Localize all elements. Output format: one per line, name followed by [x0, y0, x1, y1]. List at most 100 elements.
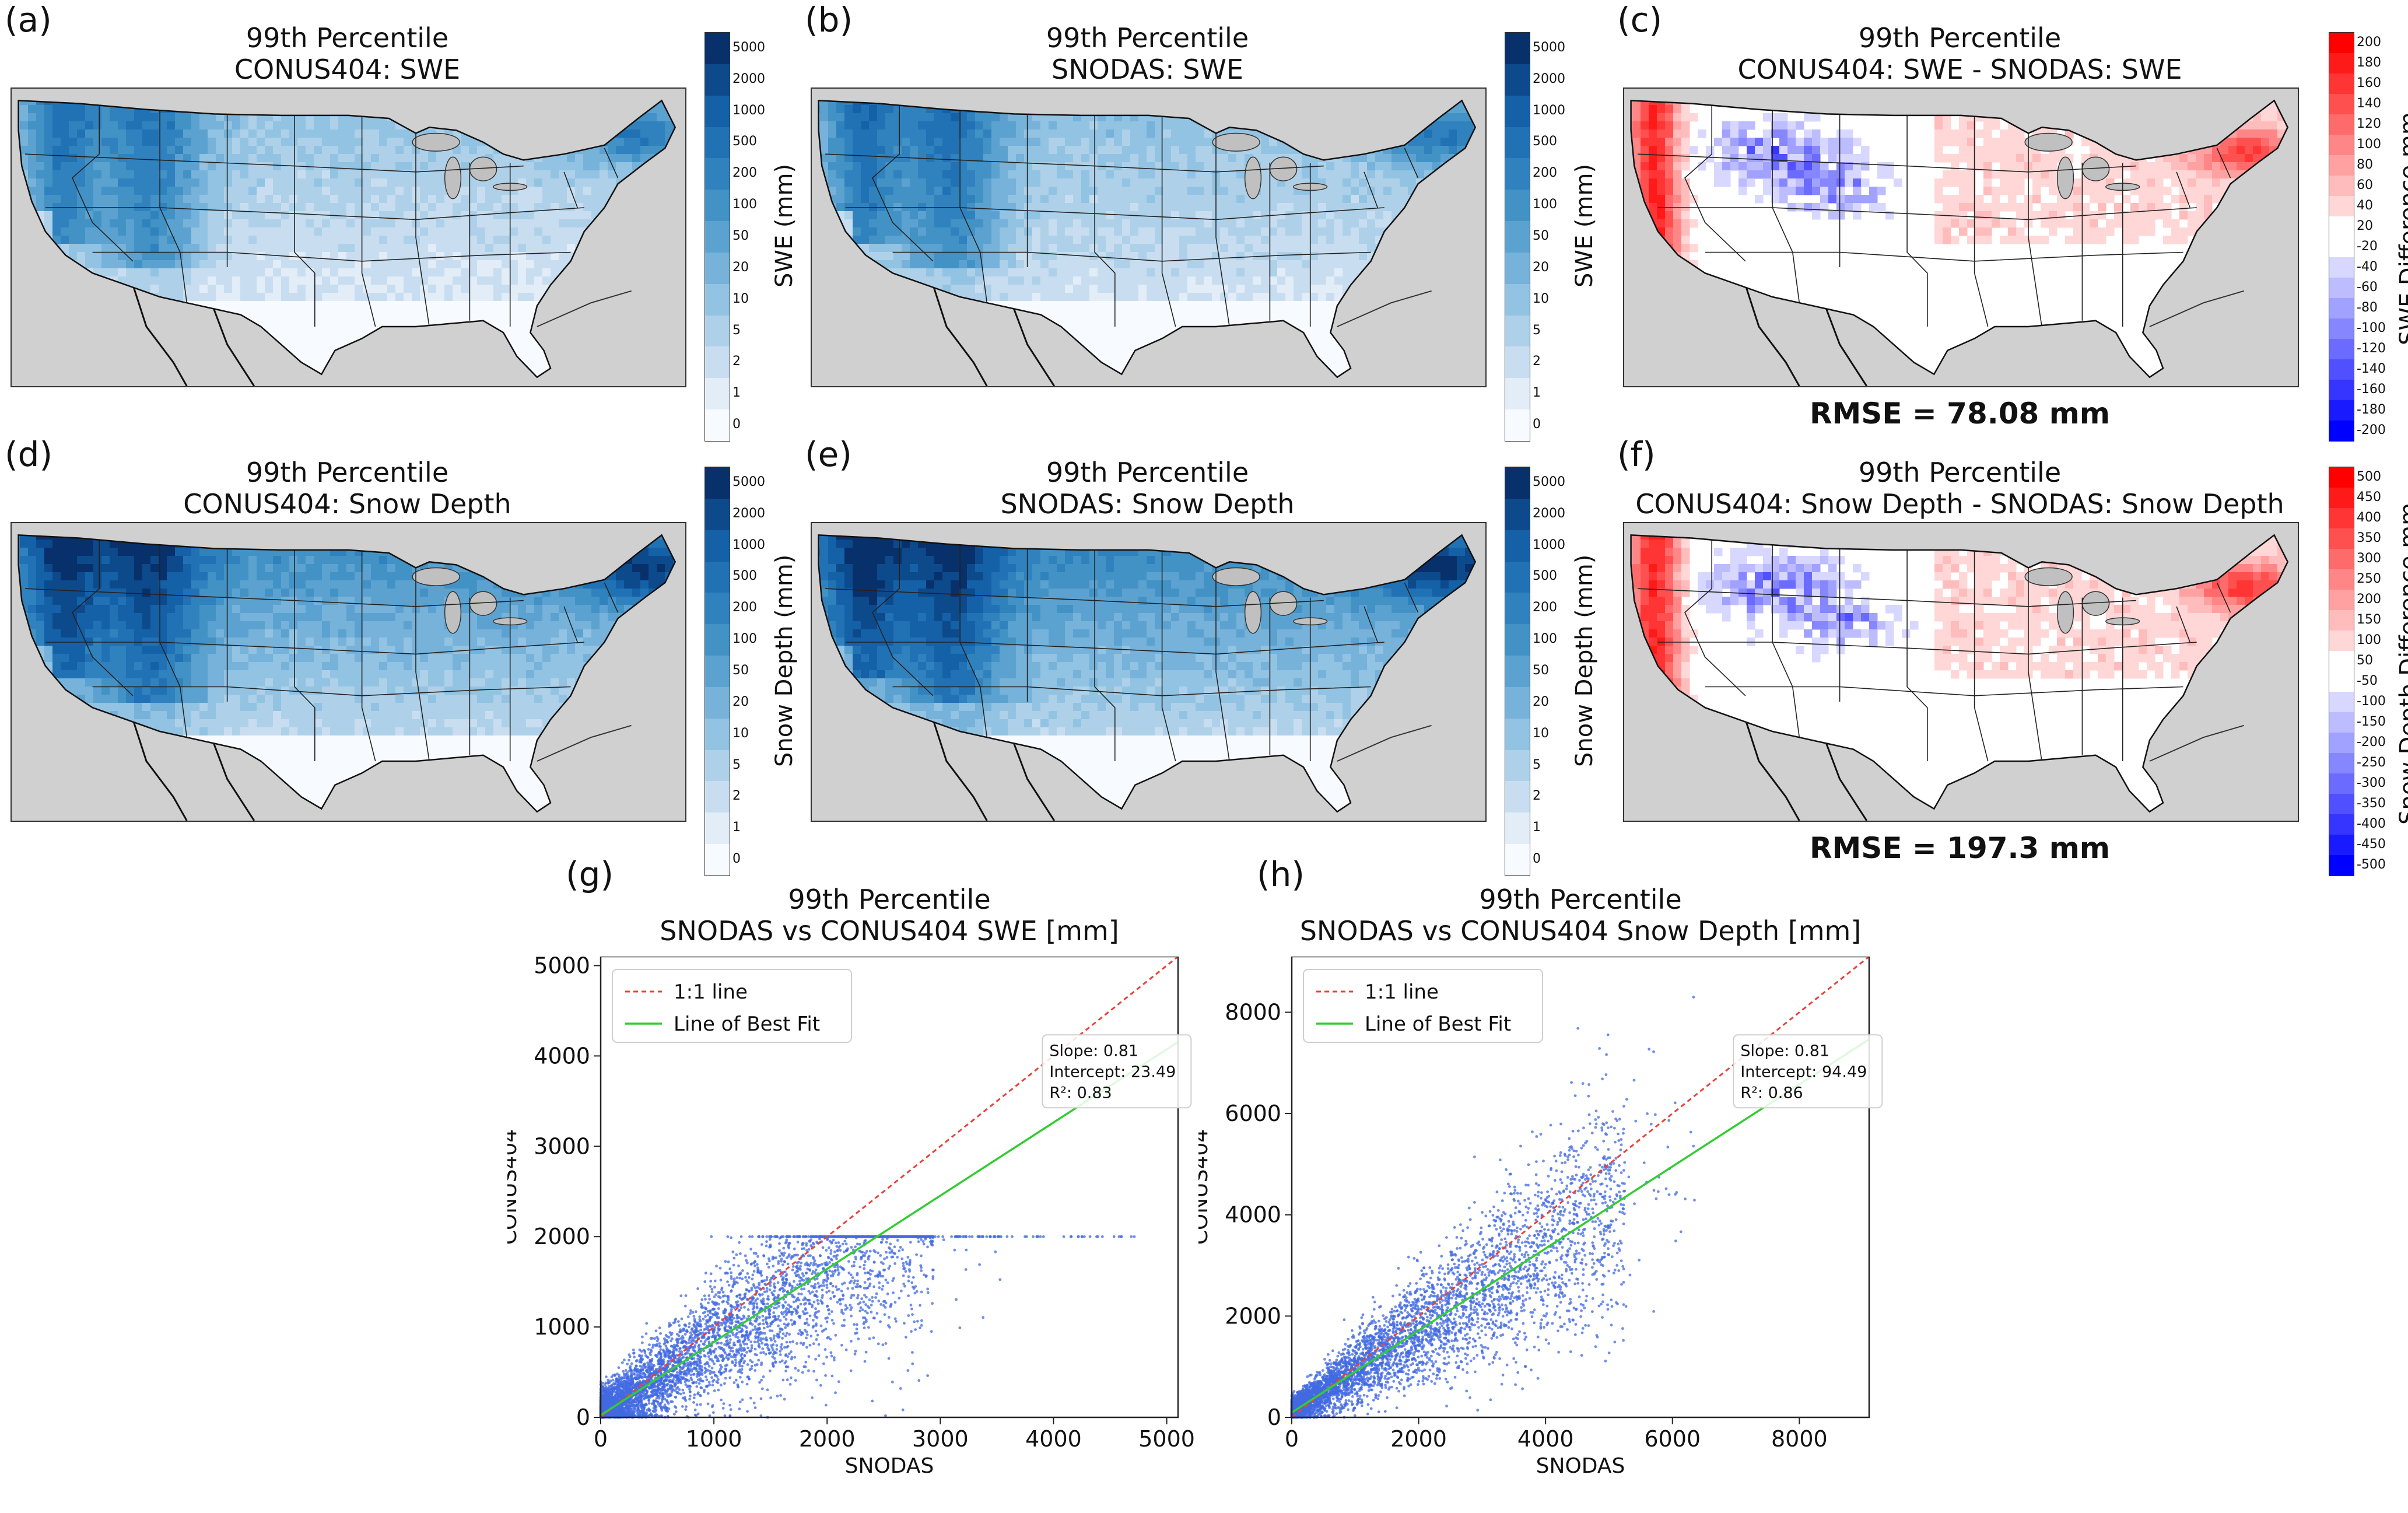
scatter-point: [730, 1237, 732, 1239]
chart-subtitle: SNODAS vs CONUS404 SWE [mm]: [542, 915, 1236, 947]
scatter-point: [773, 1283, 776, 1286]
colorbar-tick-label: 120: [2357, 117, 2381, 131]
scatter-point: [766, 1287, 769, 1290]
scatter-point: [709, 1358, 711, 1361]
scatter-point: [685, 1294, 688, 1297]
scatter-point: [823, 1284, 826, 1287]
scatter-point: [735, 1253, 738, 1256]
scatter-point: [723, 1371, 725, 1374]
colorbar-label: SWE Difference mm: [2395, 112, 2408, 345]
scatter-point: [650, 1350, 653, 1353]
scatter-point: [794, 1367, 797, 1370]
scatter-point: [839, 1249, 842, 1252]
scatter-point: [773, 1290, 776, 1293]
colorbar-segment: [2329, 196, 2354, 217]
scatter-point: [826, 1305, 829, 1308]
scatter-point: [931, 1244, 934, 1246]
scatter-point: [739, 1400, 742, 1403]
scatter-point: [814, 1259, 816, 1262]
scatter-point: [696, 1287, 699, 1290]
scatter-point: [781, 1360, 784, 1363]
scatter-point: [707, 1331, 710, 1334]
scatter-point: [793, 1356, 796, 1359]
scatter-point: [797, 1332, 800, 1335]
panel-subtitle: SNODAS: Snow Depth: [811, 488, 1484, 520]
scatter-point: [728, 1317, 731, 1320]
scatter-point: [851, 1287, 854, 1290]
scatter-point: [709, 1372, 712, 1375]
rmse-label: RMSE = 197.3 mm: [1623, 831, 2297, 865]
scatter-point: [663, 1350, 665, 1353]
scatter-point: [888, 1246, 891, 1249]
scatter-point: [926, 1246, 929, 1249]
scatter-point: [705, 1338, 708, 1341]
scatter-point: [757, 1359, 760, 1362]
scatter-point: [843, 1319, 846, 1322]
scatter-point: [783, 1252, 786, 1255]
scatter-point: [700, 1305, 703, 1308]
scatter-point: [857, 1337, 860, 1340]
scatter-point: [762, 1375, 765, 1378]
scatter-point: [824, 1374, 827, 1377]
scatter-point: [699, 1356, 702, 1358]
scatter-point: [839, 1299, 842, 1302]
colorbar-tick-label: 2: [732, 789, 741, 803]
scatter-point: [648, 1343, 651, 1346]
scatter-point: [772, 1353, 775, 1356]
scatter-point: [850, 1296, 853, 1299]
scatter-point: [900, 1258, 903, 1260]
scatter-point: [778, 1249, 781, 1252]
scatter-point: [615, 1390, 618, 1393]
scatter-point: [797, 1369, 800, 1372]
scatter-point: [913, 1321, 916, 1323]
scatter-point: [768, 1352, 771, 1355]
scatter-point: [758, 1327, 761, 1330]
scatter-point: [815, 1338, 818, 1341]
scatter-point: [745, 1259, 748, 1262]
scatter-point: [789, 1383, 792, 1386]
scatter-point: [691, 1328, 694, 1330]
scatter-point: [636, 1404, 639, 1407]
scatter-point: [833, 1251, 836, 1253]
scatter-point: [730, 1289, 733, 1292]
scatter-point: [845, 1349, 848, 1351]
scatter-point: [908, 1268, 911, 1271]
scatter-point: [613, 1391, 616, 1393]
scatter-point: [869, 1250, 872, 1253]
panel-subtitle: CONUS404: SWE: [10, 54, 684, 85]
colorbar: [704, 467, 730, 876]
scatter-point: [834, 1269, 837, 1272]
scatter-point: [623, 1358, 626, 1361]
scatter-point: [720, 1323, 723, 1326]
scatter-point: [877, 1300, 880, 1302]
colorbar-segment: [705, 624, 730, 656]
scatter-point: [741, 1353, 744, 1356]
scatter-point: [817, 1302, 820, 1305]
scatter-point: [828, 1270, 831, 1273]
scatter-point: [676, 1341, 679, 1344]
scatter-point: [906, 1369, 909, 1372]
scatter-point: [994, 1251, 997, 1253]
colorbar-segment: [2329, 855, 2354, 876]
scatter-point: [668, 1350, 671, 1353]
scatter-point: [756, 1307, 759, 1309]
scatter-point: [850, 1280, 853, 1283]
scatter-point: [698, 1362, 701, 1365]
colorbar-tick-label: 100: [732, 197, 757, 212]
colorbar-segment: [1505, 750, 1530, 782]
colorbar-segment: [1505, 284, 1530, 316]
scatter-point: [607, 1382, 609, 1385]
scatter-point: [857, 1294, 860, 1297]
scatter-point: [693, 1373, 696, 1376]
scatter-point: [911, 1363, 914, 1365]
scatter-point: [834, 1391, 837, 1394]
scatter-point: [822, 1246, 825, 1249]
scatter-point: [689, 1347, 692, 1350]
scatter-point: [742, 1349, 745, 1352]
colorbar-segment: [705, 530, 730, 562]
scatter-point: [830, 1351, 833, 1354]
scatter-point: [614, 1394, 617, 1397]
scatter-point: [765, 1321, 767, 1323]
colorbar-segment: [705, 284, 730, 316]
scatter-point: [822, 1329, 825, 1332]
